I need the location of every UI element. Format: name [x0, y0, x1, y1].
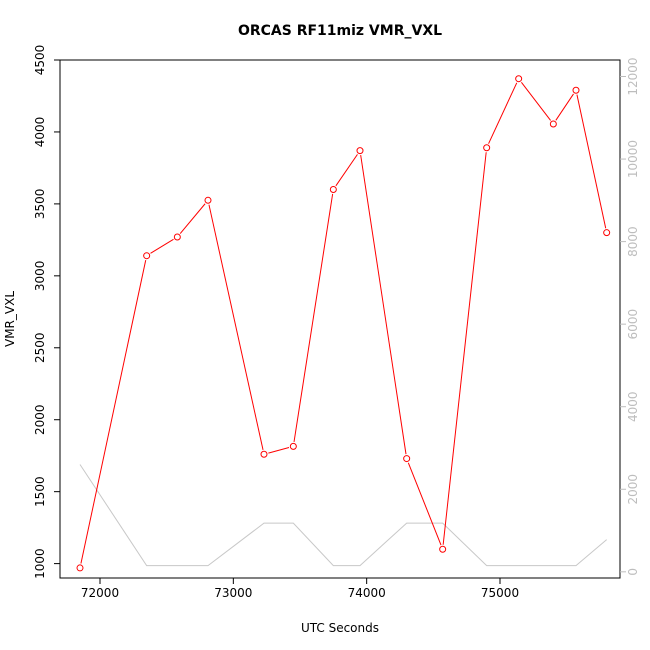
y2-tick-label: 8000: [626, 226, 640, 257]
data-point: [204, 196, 212, 204]
y2-tick-label: 4000: [626, 391, 640, 422]
series-line-segment: [488, 82, 518, 144]
data-point: [549, 120, 557, 128]
plot-frame: [59, 59, 621, 579]
series-line-segment: [360, 155, 407, 455]
data-point: [572, 86, 580, 94]
x-tick-label: 75000: [481, 586, 519, 600]
series-line-segment: [179, 203, 206, 234]
data-point: [515, 75, 523, 83]
y-tick-label: 2500: [33, 333, 47, 364]
y-tick-label: 2000: [33, 404, 47, 435]
series-line-segment: [555, 93, 574, 121]
y-axis-right: 0 2000 4000 6000 8000 10000 12000: [620, 57, 640, 576]
series-line-segment: [442, 152, 487, 545]
data-point: [76, 564, 84, 572]
y2-tick-label: 6000: [626, 309, 640, 340]
x-axis-label: UTC Seconds: [301, 621, 379, 635]
series-line-segment: [208, 204, 264, 450]
y-axis-label: VMR_VXL: [3, 291, 17, 347]
series-line-segment: [521, 81, 551, 121]
series-line-segment: [576, 94, 607, 229]
series-layer: [76, 75, 611, 572]
series-line-segment: [335, 154, 358, 187]
series-line-segment: [268, 447, 290, 454]
series-line-segment: [407, 462, 442, 546]
data-point: [143, 252, 151, 260]
data-point: [483, 144, 491, 152]
x-tick-label: 74000: [348, 586, 386, 600]
x-tick-label: 72000: [81, 586, 119, 600]
y2-tick-label: 12000: [626, 57, 640, 95]
y2-tick-label: 0: [626, 568, 640, 576]
chart-title: ORCAS RF11miz VMR_VXL: [238, 23, 442, 39]
x-axis: 72000 73000 74000 75000: [81, 578, 519, 600]
y-tick-label: 3500: [33, 189, 47, 220]
y-tick-label: 1000: [33, 548, 47, 579]
data-point: [173, 233, 181, 241]
data-point: [260, 450, 268, 458]
y-tick-label: 4500: [33, 45, 47, 76]
y-tick-label: 3000: [33, 261, 47, 292]
series-left: [76, 75, 611, 572]
y2-tick-label: 10000: [626, 140, 640, 178]
data-point: [603, 229, 611, 237]
y2-tick-label: 2000: [626, 474, 640, 505]
series-line-segment: [150, 238, 174, 254]
data-point: [289, 442, 297, 450]
series-line-segment: [80, 259, 147, 564]
y-axis-left: 1000 1500 2000 2500 3000 3500 4000 4500: [33, 45, 60, 579]
data-point: [329, 186, 337, 193]
series-right: [79, 464, 607, 567]
data-point: [403, 455, 411, 463]
series-line-segment: [293, 193, 334, 442]
data-point: [439, 545, 447, 553]
series-line: [79, 464, 607, 567]
y-tick-label: 1500: [33, 476, 47, 507]
data-point: [356, 147, 364, 155]
y-tick-label: 4000: [33, 117, 47, 148]
x-tick-label: 73000: [214, 586, 252, 600]
